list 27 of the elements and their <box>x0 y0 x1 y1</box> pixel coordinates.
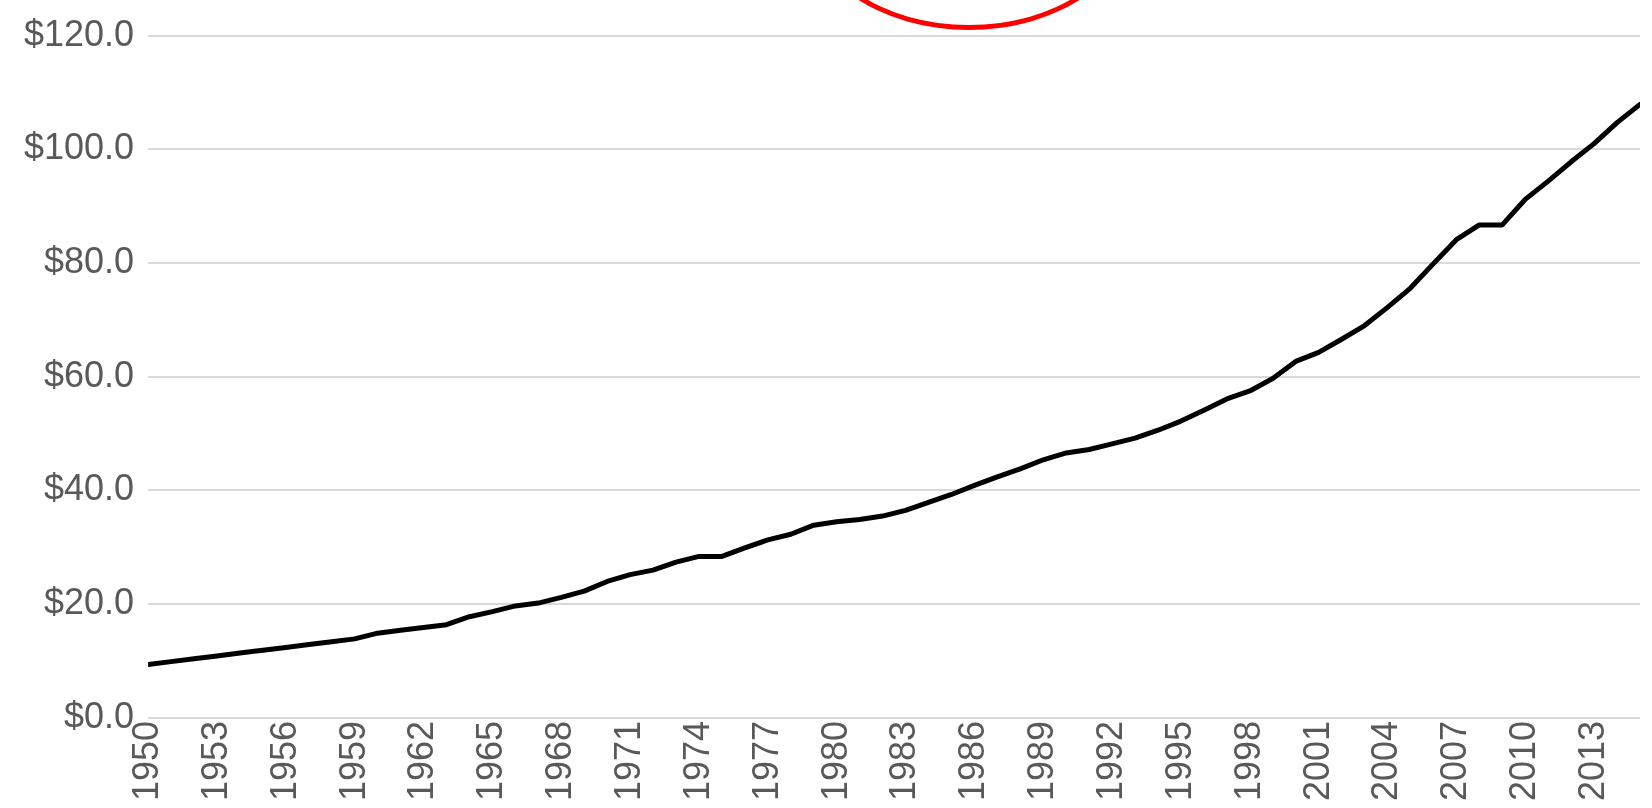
x-tick-label: 1971 <box>607 720 649 802</box>
y-tick-label: $80.0 <box>44 239 135 281</box>
x-tick-label: 1977 <box>744 720 786 802</box>
x-tick-label: 1968 <box>538 720 580 802</box>
y-tick-label: $20.0 <box>44 581 135 623</box>
x-tick-label: 1956 <box>262 720 304 802</box>
x-tick-label: 2001 <box>1295 720 1337 802</box>
x-tick-label: 1998 <box>1226 720 1268 802</box>
x-tick-label: 2004 <box>1364 720 1406 802</box>
x-tick-label: 1974 <box>675 720 717 802</box>
x-tick-label: 1953 <box>193 720 235 802</box>
x-tick-label: 2007 <box>1433 720 1475 802</box>
y-tick-label: $40.0 <box>44 467 135 509</box>
y-tick-label: $120.0 <box>24 12 135 54</box>
x-tick-label: 1989 <box>1020 720 1062 802</box>
x-tick-label: 2013 <box>1571 720 1613 802</box>
x-tick-label: 1965 <box>469 720 511 802</box>
x-tick-label: 1992 <box>1089 720 1131 802</box>
y-tick-label: $60.0 <box>44 353 135 395</box>
x-tick-label: 1959 <box>331 720 373 802</box>
x-tick-label: 1980 <box>813 720 855 802</box>
x-tick-label: 1995 <box>1157 720 1199 802</box>
y-tick-label: $100.0 <box>24 126 135 168</box>
x-tick-label: 1986 <box>951 720 993 802</box>
x-tick-label: 2010 <box>1502 720 1544 802</box>
x-tick-label: 1962 <box>400 720 442 802</box>
x-tick-label: 1983 <box>882 720 924 802</box>
